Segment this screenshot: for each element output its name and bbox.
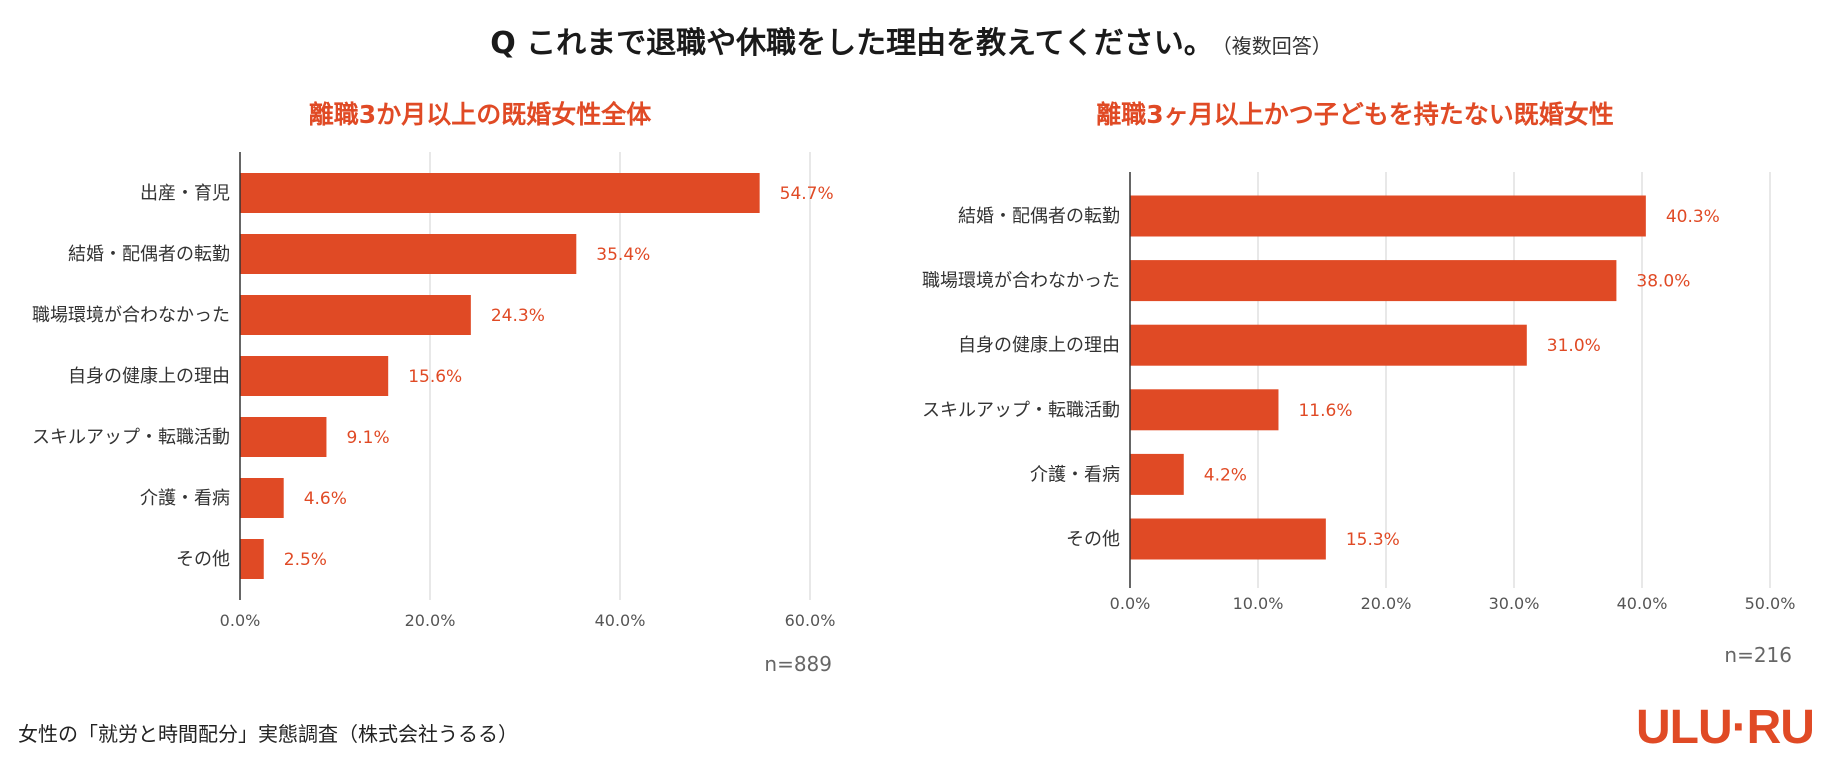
category-label-left-3: 自身の健康上の理由: [68, 366, 230, 387]
x-tick-label-left-2: 40.0%: [595, 611, 646, 630]
value-label-right-3: 11.6%: [1298, 401, 1352, 421]
sample-size-right: n=216: [1724, 643, 1792, 667]
value-label-left-5: 4.6%: [304, 489, 347, 509]
value-label-right-4: 4.2%: [1204, 465, 1247, 485]
page-title: Q これまで退職や休職をした理由を教えてください。 （複数回答）: [0, 18, 1822, 62]
source-caption: 女性の「就労と時間配分」実態調査（株式会社うるる）: [18, 722, 518, 746]
x-tick-label-left-0: 0.0%: [220, 611, 261, 630]
category-label-right-2: 自身の健康上の理由: [958, 335, 1120, 356]
category-label-right-3: スキルアップ・転職活動: [922, 400, 1120, 421]
bar-left-4: [240, 417, 327, 457]
category-label-left-1: 結婚・配偶者の転勤: [68, 244, 230, 265]
bar-right-5: [1130, 518, 1326, 560]
value-label-left-4: 9.1%: [346, 428, 389, 448]
value-label-left-6: 2.5%: [284, 550, 327, 570]
value-label-left-3: 15.6%: [408, 367, 462, 387]
category-label-right-5: その他: [1066, 529, 1120, 550]
x-tick-label-right-3: 30.0%: [1489, 594, 1540, 613]
value-label-right-0: 40.3%: [1666, 207, 1720, 227]
category-label-left-2: 職場環境が合わなかった: [32, 305, 230, 326]
bar-left-5: [240, 478, 284, 518]
value-label-right-2: 31.0%: [1547, 336, 1601, 356]
x-tick-label-right-5: 50.0%: [1745, 594, 1796, 613]
x-tick-label-right-4: 40.0%: [1617, 594, 1668, 613]
value-label-left-0: 54.7%: [780, 184, 834, 204]
value-label-left-1: 35.4%: [596, 245, 650, 265]
uluru-logo: ULU·RU: [1636, 701, 1815, 754]
bar-right-4: [1130, 453, 1184, 495]
bar-left-2: [240, 295, 471, 335]
sample-size-left: n=889: [764, 652, 832, 676]
chart-title-all-married-women: 離職3か月以上の既婚女性全体: [308, 100, 652, 129]
category-label-right-0: 結婚・配偶者の転勤: [958, 206, 1120, 227]
bar-left-1: [240, 234, 577, 274]
category-label-left-4: スキルアップ・転職活動: [32, 427, 230, 448]
bar-left-3: [240, 356, 389, 396]
category-label-left-6: その他: [176, 549, 230, 570]
value-label-left-2: 24.3%: [491, 306, 545, 326]
bar-left-6: [240, 539, 264, 579]
value-label-right-1: 38.0%: [1636, 272, 1690, 292]
x-tick-label-left-1: 20.0%: [405, 611, 456, 630]
x-tick-label-right-1: 10.0%: [1233, 594, 1284, 613]
value-label-right-5: 15.3%: [1346, 530, 1400, 550]
bar-right-3: [1130, 389, 1279, 431]
bar-right-0: [1130, 195, 1646, 237]
question-text: Q これまで退職や休職をした理由を教えてください。: [490, 26, 1214, 61]
x-tick-label-right-2: 20.0%: [1361, 594, 1412, 613]
category-label-right-4: 介護・看病: [1030, 464, 1120, 485]
category-label-right-1: 職場環境が合わなかった: [922, 271, 1120, 292]
x-tick-label-left-3: 60.0%: [785, 611, 836, 630]
chart-title-childless-married-women: 離職3ヶ月以上かつ子どもを持たない既婚女性: [1096, 100, 1614, 129]
question-note: （複数回答）: [1221, 34, 1332, 58]
category-label-left-0: 出産・育児: [140, 183, 230, 204]
category-label-left-5: 介護・看病: [140, 488, 230, 509]
x-tick-label-right-0: 0.0%: [1110, 594, 1151, 613]
bar-right-2: [1130, 324, 1527, 366]
bar-right-1: [1130, 260, 1617, 302]
bar-left-0: [240, 173, 760, 213]
